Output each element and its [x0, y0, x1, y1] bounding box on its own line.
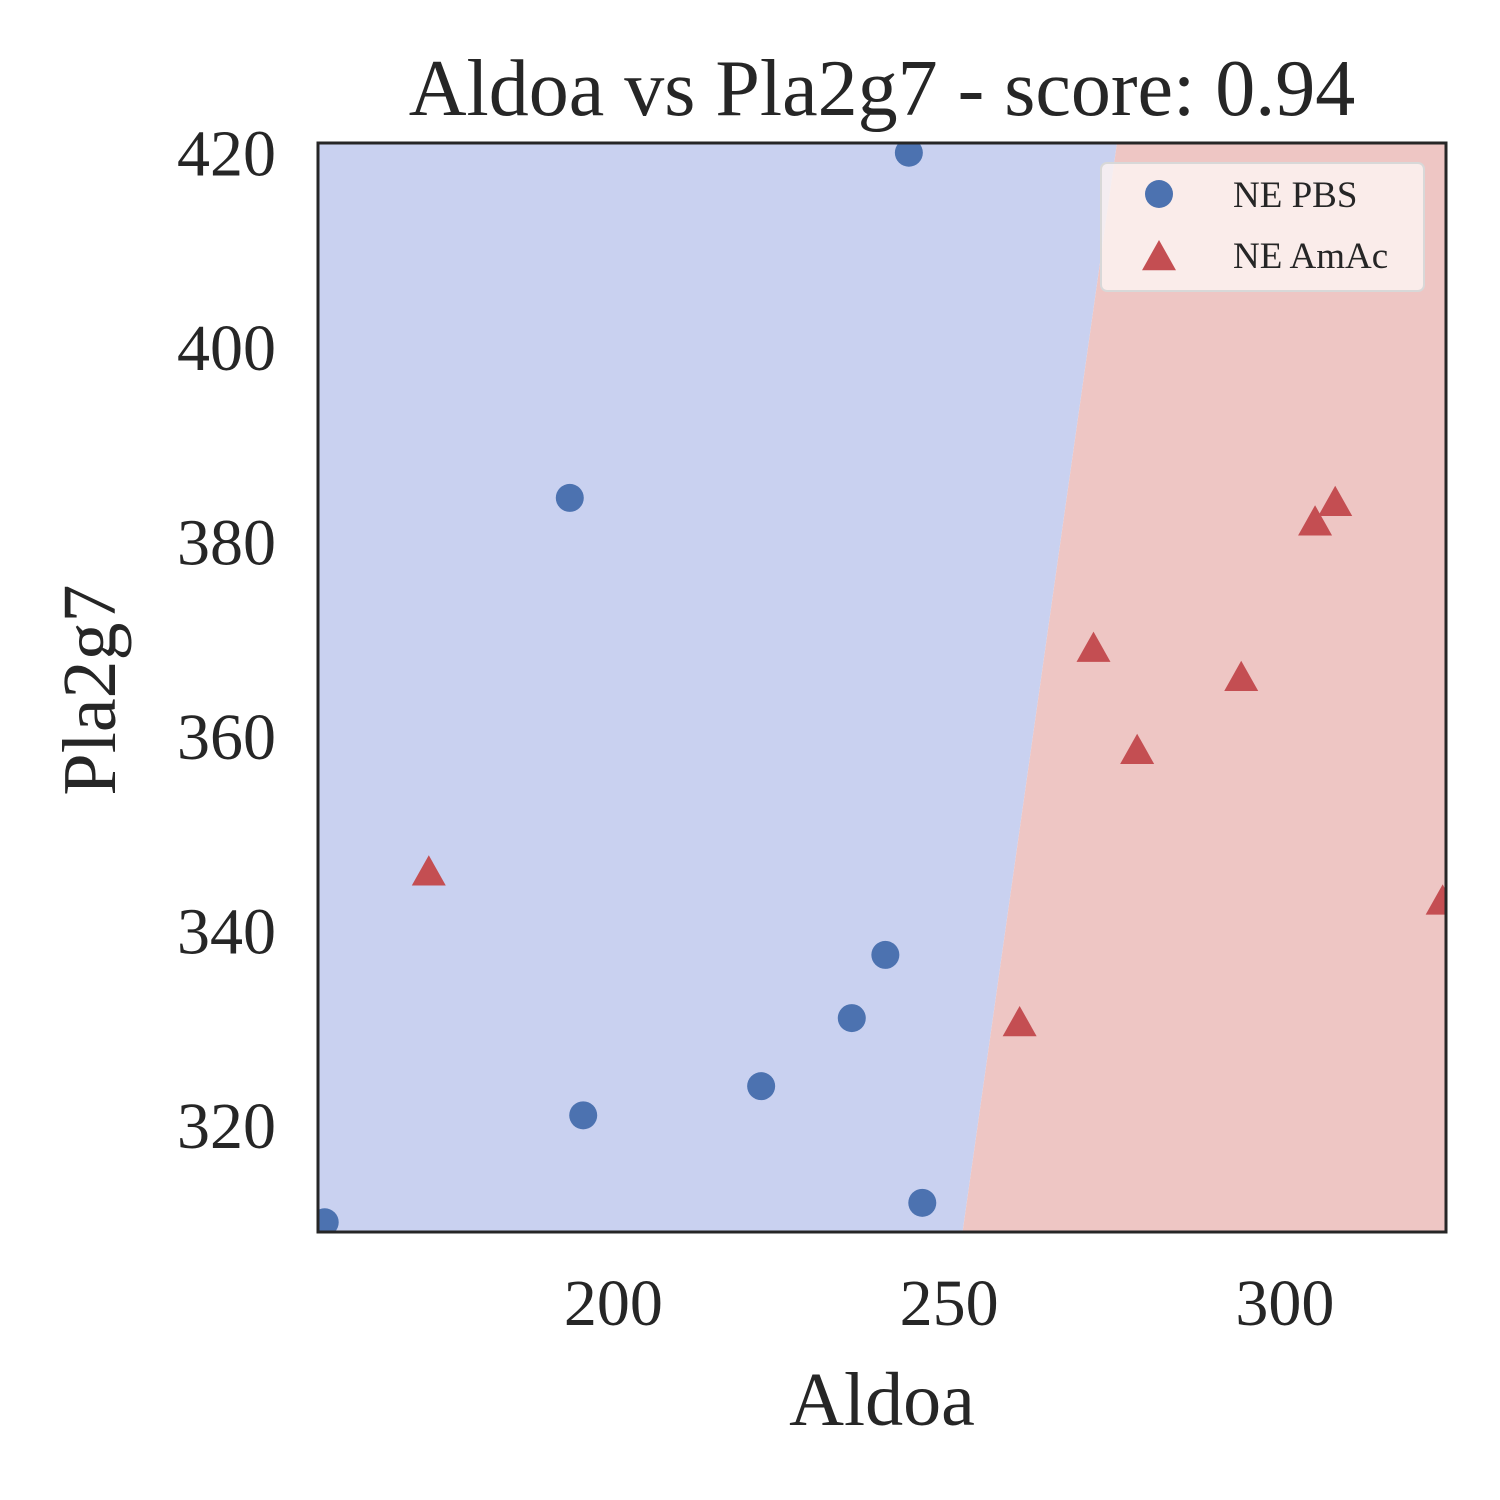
y-tick-label: 380 [177, 507, 276, 580]
point-ne-pbs-2 [871, 940, 900, 969]
point-ne-amac-5 [411, 855, 446, 886]
point-ne-pbs-4 [747, 1072, 776, 1101]
point-ne-pbs-7 [318, 1208, 339, 1232]
point-ne-amac-4 [1120, 733, 1155, 764]
x-axis-label: Aldoa [789, 1358, 975, 1442]
point-ne-pbs-5 [569, 1101, 598, 1130]
point-ne-pbs-1 [555, 483, 584, 512]
point-ne-pbs-0 [894, 143, 923, 167]
point-ne-amac-2 [1076, 631, 1111, 662]
legend-marker-shape-ne-pbs [1145, 180, 1173, 208]
x-tick-label: 200 [564, 1267, 663, 1340]
x-axis-ticks: 200 250 300 [564, 1267, 1334, 1340]
point-ne-pbs-6 [908, 1188, 937, 1217]
point-ne-amac-7 [1002, 1005, 1037, 1037]
region-ne-pbs [318, 143, 1118, 1232]
data-points [318, 143, 1446, 1232]
legend-label-ne-amac: NE AmAc [1233, 236, 1388, 277]
legend: NE PBS NE AmAc [1100, 162, 1425, 292]
x-tick-label: 250 [900, 1267, 999, 1340]
plot-frame [316, 141, 1448, 1234]
legend-marker-ne-pbs [1145, 180, 1173, 208]
y-tick-label: 360 [177, 701, 276, 774]
decision-regions [318, 143, 1446, 1232]
point-ne-pbs-3 [837, 1004, 866, 1033]
legend-marker-ne-amac [1142, 240, 1176, 271]
point-ne-amac-0 [1318, 485, 1353, 517]
y-tick-label: 340 [177, 896, 276, 969]
y-axis-label: Pla2g7 [48, 584, 132, 795]
legend-box [1100, 162, 1425, 292]
point-ne-amac-3 [1224, 660, 1259, 692]
legend-label-ne-pbs: NE PBS [1233, 175, 1357, 216]
point-ne-amac-1 [1298, 505, 1333, 536]
chart-title: Aldoa vs Pla2g7 - score: 0.94 [409, 45, 1356, 133]
y-tick-label: 320 [177, 1090, 276, 1163]
y-axis-ticks: 320 340 360 380 400 420 [177, 118, 276, 1163]
y-tick-label: 420 [177, 118, 276, 191]
y-tick-label: 400 [177, 312, 276, 385]
region-ne-amac [962, 143, 1446, 1232]
x-tick-label: 300 [1235, 1267, 1334, 1340]
legend-marker-shape-ne-amac [1142, 240, 1176, 271]
point-ne-amac-6 [1425, 884, 1446, 915]
